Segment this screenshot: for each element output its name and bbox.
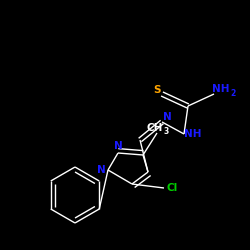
Text: N: N	[162, 112, 172, 122]
Text: CH: CH	[147, 123, 163, 133]
Text: N: N	[114, 141, 122, 151]
Text: 2: 2	[230, 88, 235, 98]
Text: NH: NH	[184, 129, 202, 139]
Text: 3: 3	[164, 126, 168, 136]
Text: N: N	[96, 165, 106, 175]
Text: Cl: Cl	[166, 183, 177, 193]
Text: S: S	[153, 85, 161, 95]
Text: NH: NH	[212, 84, 230, 94]
